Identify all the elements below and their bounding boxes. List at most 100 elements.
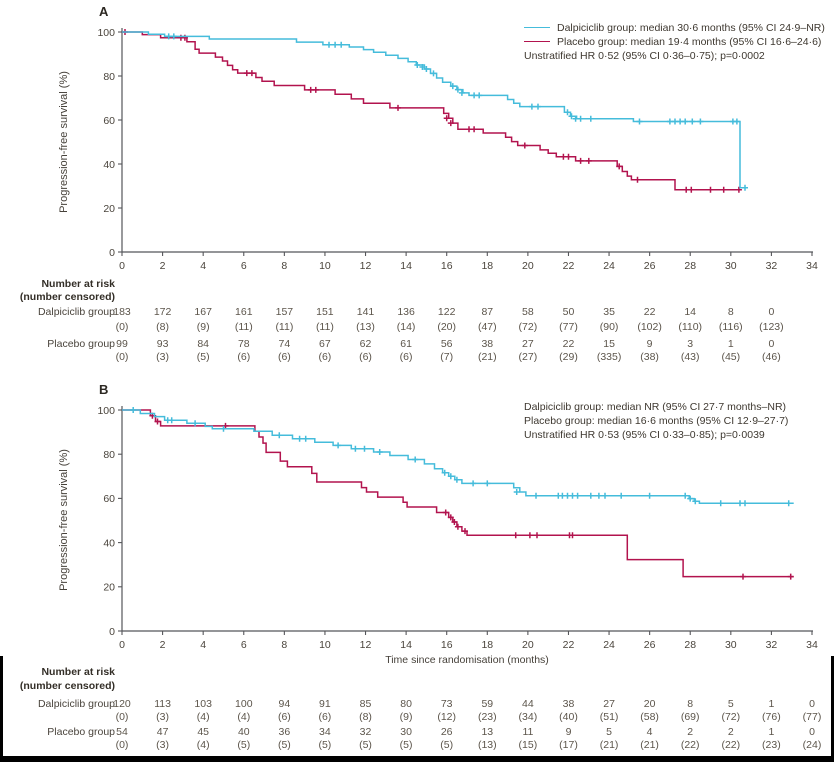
censored-value: (11) [275,321,294,333]
risk-value: 84 [197,338,210,350]
risk-value: 73 [440,698,453,710]
x-tick-label: 28 [684,260,696,272]
censored-value: (11) [234,321,253,333]
risk-table-a-subheader: (number censored) [19,291,115,303]
censor-mark [785,500,792,507]
risk-value: 100 [235,698,253,710]
risk-value: 50 [562,306,575,318]
censored-value: (72) [518,321,538,333]
risk-value: 47 [156,726,169,738]
x-tick-label: 34 [806,260,818,272]
censor-mark [672,118,678,125]
censor-mark [154,418,161,425]
censor-mark [646,492,653,499]
y-tick-label: 80 [103,449,115,461]
y-tick-label: 80 [103,71,115,83]
x-tick-label: 6 [241,260,247,272]
censored-value: (0) [115,321,129,333]
legend-entry-dalpiciclib: Dalpiciclib group: median 30·6 months (9… [524,21,825,35]
censored-value: (58) [640,711,659,723]
censor-mark [412,456,419,463]
censor-mark [533,492,539,499]
y-tick-label: 0 [109,626,115,638]
censored-value: (46) [762,351,781,363]
censored-value: (3) [156,711,170,723]
risk-value: 9 [565,726,572,738]
censored-value: (11) [315,321,334,333]
censored-value: (51) [599,711,619,723]
censored-value: (43) [680,351,700,363]
censored-value: (76) [762,711,781,723]
censor-mark [687,495,694,502]
x-tick-label: 14 [400,260,412,272]
risk-value: 26 [440,726,453,738]
censor-mark [688,186,695,193]
dalpiciclib-group-curve [122,409,794,505]
censored-value: (9) [196,321,210,333]
censor-mark [689,118,696,125]
censored-value: (9) [399,711,413,723]
censor-mark [512,532,519,539]
censor-mark [332,41,339,48]
censored-value: (123) [759,321,784,333]
censor-mark [574,492,581,499]
censor-mark [560,153,567,160]
risk-value: 13 [481,726,494,738]
risk-value: 8 [727,306,734,318]
censor-mark [618,492,625,499]
risk-value: 56 [440,338,453,350]
censored-value: (40) [559,711,578,723]
risk-value: 78 [237,338,250,350]
x-tick-label: 0 [119,260,125,272]
censored-value: (5) [440,739,454,751]
y-tick-label: 0 [109,247,115,259]
censored-value: (6) [399,351,413,363]
censored-value: (6) [318,351,332,363]
risk-row-label-dalpiciclib-a: Dalpiciclib group [37,306,115,318]
censor-mark [742,500,748,507]
censored-value: (69) [680,711,700,723]
censor-mark [697,118,704,125]
risk-value: 93 [156,338,169,350]
x-tick-label: 26 [644,639,656,651]
legend-text: Dalpiciclib group: median 30·6 months (9… [557,22,825,34]
y-tick-label: 100 [97,405,115,417]
censor-mark [564,109,571,116]
x-tick-label: 26 [644,260,656,272]
risk-value: 183 [113,306,131,318]
risk-value: 5 [727,698,734,710]
risk-row-label-placebo-a: Placebo group [47,338,115,350]
dalpiciclib-line-swatch [524,27,550,28]
risk-value: 103 [194,698,212,710]
censored-value: (0) [115,351,129,363]
risk-value: 20 [643,698,656,710]
censored-value: (6) [237,351,251,363]
risk-value: 141 [356,306,375,318]
y-axis-title-panel-b: Progression-free survival (%) [58,449,70,591]
risk-value: 61 [400,338,412,350]
censor-mark [577,157,584,164]
censor-mark [677,118,684,125]
risk-value: 0 [768,338,775,350]
censored-value: (5) [277,739,291,751]
bottom-rule [0,756,834,762]
censor-mark [220,425,227,432]
risk-value: 0 [768,306,775,318]
risk-value: 94 [278,698,291,710]
censor-mark [634,176,641,183]
censor-mark [449,83,456,90]
risk-value: 44 [522,698,534,710]
y-tick-label: 60 [103,493,115,505]
risk-value: 113 [154,698,171,710]
censor-mark [587,115,594,122]
censored-value: (335) [596,351,622,363]
censor-mark [735,186,742,193]
risk-value: 59 [481,698,494,710]
risk-value: 45 [197,726,210,738]
censor-mark [458,89,465,96]
x-tick-label: 0 [119,639,125,651]
censor-mark [447,473,454,480]
censored-value: (38) [640,351,659,363]
censored-value: (23) [762,739,781,751]
